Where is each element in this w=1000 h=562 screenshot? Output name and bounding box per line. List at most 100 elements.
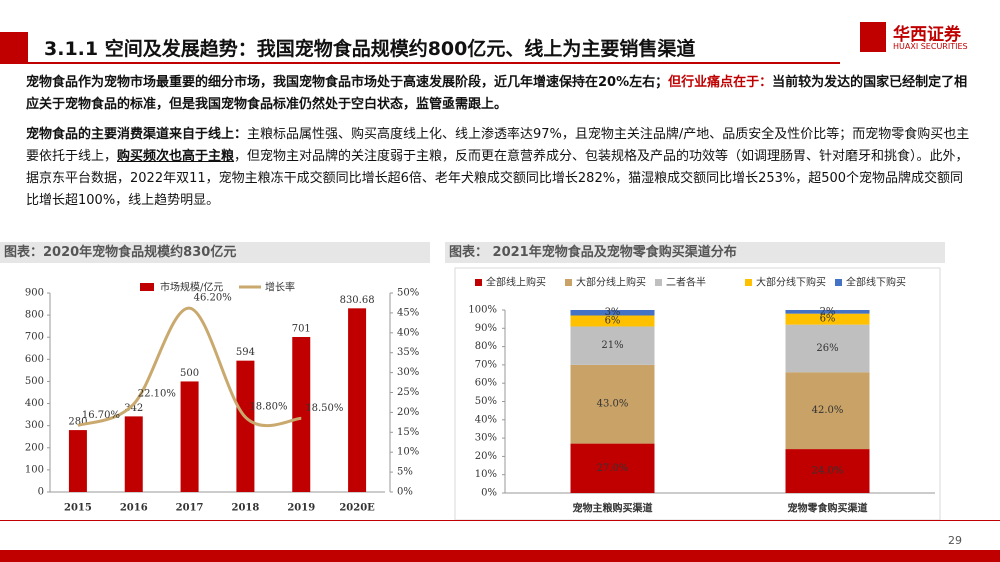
data-label: 26% <box>816 343 838 354</box>
text: 宠物食品作为宠物市场最重要的细分市场，我国宠物食品市场处于高速发展阶段，近几年增… <box>26 75 669 90</box>
y-tick-label: 400 <box>25 398 44 409</box>
x-tick-label: 宠物主粮购买渠道 <box>573 502 653 515</box>
y-tick-label: 100% <box>468 305 497 316</box>
data-label: 6% <box>820 314 836 325</box>
data-label: 500 <box>180 368 199 379</box>
bar-segment <box>785 324 870 373</box>
y-tick-label: 500 <box>25 376 44 387</box>
bar-segment <box>570 443 655 493</box>
bar <box>124 416 143 492</box>
data-label: 42.0% <box>812 405 844 416</box>
y-tick-label: 60% <box>475 378 497 389</box>
data-label: 46.20% <box>194 293 232 304</box>
legend-swatch <box>565 279 572 286</box>
legend-label: 市场规模/亿元 <box>160 281 223 294</box>
y-tick-label: 0% <box>481 488 497 499</box>
data-label: 43.0% <box>597 399 629 410</box>
y-tick-label: 600 <box>25 354 44 365</box>
bar-segment <box>785 310 870 314</box>
y-tick-label: 0 <box>38 487 44 498</box>
y-tick-label: 300 <box>25 420 44 431</box>
y2-tick-label: 45% <box>397 307 419 318</box>
x-tick-label: 2017 <box>176 503 204 514</box>
text: 但行业痛点在于： <box>668 75 773 90</box>
legend-label: 大部分线上购买 <box>576 276 646 289</box>
bar-segment <box>570 315 655 327</box>
text: 当前较为发达的国家已经制定了相应关于宠物食品的标准，但是我国宠物食品标准仍然处于… <box>26 75 968 112</box>
x-tick-label: 2020E <box>339 503 375 514</box>
y-tick-label: 30% <box>475 433 497 444</box>
bar-segment <box>785 449 870 493</box>
x-tick-label: 2015 <box>64 503 92 514</box>
bar-segment <box>785 372 870 450</box>
data-label: 2% <box>820 306 836 317</box>
bar <box>348 308 367 492</box>
chart-title: 图表：2020年宠物食品规模约830亿元 <box>0 242 430 263</box>
x-tick-label: 宠物零食购买渠道 <box>788 502 868 515</box>
y2-tick-label: 5% <box>397 467 413 478</box>
paragraph: 宠物食品的主要消费渠道来自于线上：主粮标品属性强、购买高度线上化、线上渗透率达9… <box>26 124 976 212</box>
legend-swatch <box>835 279 842 286</box>
bar <box>68 430 87 492</box>
bar <box>180 381 199 492</box>
x-tick-label: 2016 <box>120 503 148 514</box>
y-tick-label: 90% <box>475 323 497 334</box>
legend-swatch <box>745 279 752 286</box>
y2-tick-label: 0% <box>397 487 413 498</box>
data-label: 16.70% <box>82 410 120 421</box>
legend-label: 二者各半 <box>666 276 706 289</box>
line <box>77 306 302 428</box>
bar <box>292 337 311 492</box>
legend-swatch <box>655 279 662 286</box>
data-label: 27.0% <box>597 463 629 474</box>
slide-title: 3.1.1 空间及发展趋势：我国宠物食品规模约800亿元、线上为主要销售渠道 <box>44 38 696 60</box>
data-label: 594 <box>236 347 255 358</box>
data-label: 6% <box>605 315 621 326</box>
y2-tick-label: 40% <box>397 327 419 338</box>
y2-tick-label: 10% <box>397 447 419 458</box>
y-tick-label: 20% <box>475 451 497 462</box>
bar-segment <box>570 310 655 316</box>
data-label: 3% <box>605 307 621 318</box>
y-tick-label: 800 <box>25 310 44 321</box>
legend-label: 大部分线下购买 <box>756 276 826 289</box>
y2-tick-label: 25% <box>397 387 419 398</box>
logo-cn: 华西证券 <box>893 25 961 45</box>
y-tick-label: 40% <box>475 414 497 425</box>
paragraph: 宠物食品作为宠物市场最重要的细分市场，我国宠物食品市场处于高速发展阶段，近几年增… <box>26 72 976 116</box>
bar-segment <box>570 364 655 444</box>
y-tick-label: 70% <box>475 359 497 370</box>
footer-bar <box>0 550 1000 562</box>
title-marker <box>0 32 28 64</box>
data-label: 22.10% <box>138 389 176 400</box>
y-tick-label: 200 <box>25 442 44 453</box>
y-tick-label: 10% <box>475 469 497 480</box>
y2-tick-label: 50% <box>397 288 419 299</box>
y2-tick-label: 20% <box>397 407 419 418</box>
x-tick-label: 2018 <box>231 503 259 514</box>
y-tick-label: 900 <box>25 288 44 299</box>
text: 宠物食品的主要消费渠道来自于线上： <box>26 127 248 142</box>
title-bar <box>28 32 840 64</box>
logo-en: HUAXI SECURITIES <box>893 42 968 51</box>
y-tick-label: 80% <box>475 341 497 352</box>
legend-label: 全部线上购买 <box>486 276 546 289</box>
chart-title: 图表： 2021年宠物食品及宠物零食购买渠道分布 <box>445 242 945 263</box>
bar <box>236 360 255 492</box>
y-tick-label: 700 <box>25 332 44 343</box>
data-label: 21% <box>601 340 623 351</box>
data-label: 24.0% <box>812 466 844 477</box>
data-label: 280 <box>68 417 87 428</box>
y-tick-label: 100 <box>25 464 44 475</box>
y2-tick-label: 15% <box>397 427 419 438</box>
legend-swatch <box>140 283 154 291</box>
legend-swatch <box>475 279 482 286</box>
legend-label: 增长率 <box>265 281 295 294</box>
y2-tick-label: 30% <box>397 367 419 378</box>
data-label: 342 <box>124 403 143 414</box>
logo-icon <box>860 22 886 52</box>
page-number: 29 <box>948 534 962 547</box>
text: 购买频次也高于主粮 <box>117 149 235 164</box>
